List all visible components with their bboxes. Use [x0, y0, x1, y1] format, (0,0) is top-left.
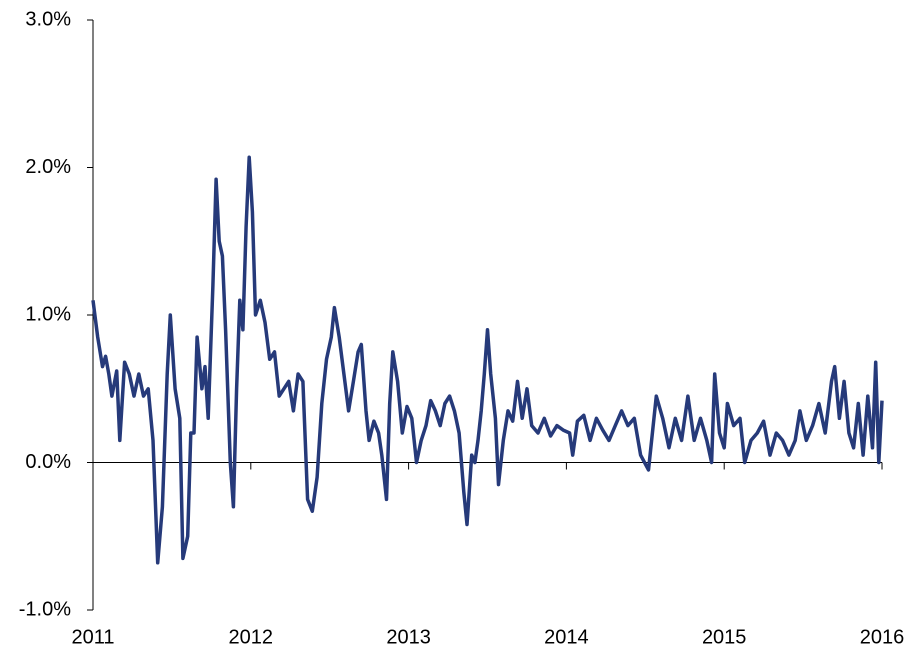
x-tick-label: 2015 [702, 626, 747, 648]
y-tick-label: -1.0% [19, 598, 71, 620]
y-tick-label: 1.0% [25, 303, 71, 325]
x-tick-label: 2016 [860, 626, 905, 648]
y-tick-label: 0.0% [25, 451, 71, 473]
y-tick-label: 2.0% [25, 156, 71, 178]
y-tick-label: 3.0% [25, 8, 71, 30]
x-tick-label: 2013 [386, 626, 431, 648]
x-tick-label: 2011 [71, 626, 114, 648]
data-line [91, 155, 884, 565]
x-tick-label: 2014 [544, 626, 589, 648]
x-tick-label: 2012 [229, 626, 274, 648]
